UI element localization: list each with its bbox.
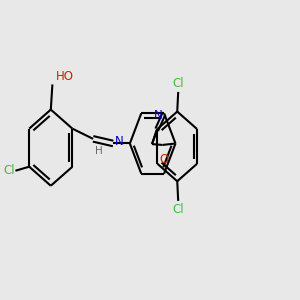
Text: N: N [154, 109, 162, 122]
Text: Cl: Cl [172, 77, 184, 90]
Text: H: H [94, 146, 102, 156]
Text: HO: HO [56, 70, 74, 83]
Text: N: N [115, 135, 124, 148]
Text: Cl: Cl [172, 202, 184, 216]
Text: Cl: Cl [3, 164, 15, 177]
Text: O: O [159, 153, 168, 166]
